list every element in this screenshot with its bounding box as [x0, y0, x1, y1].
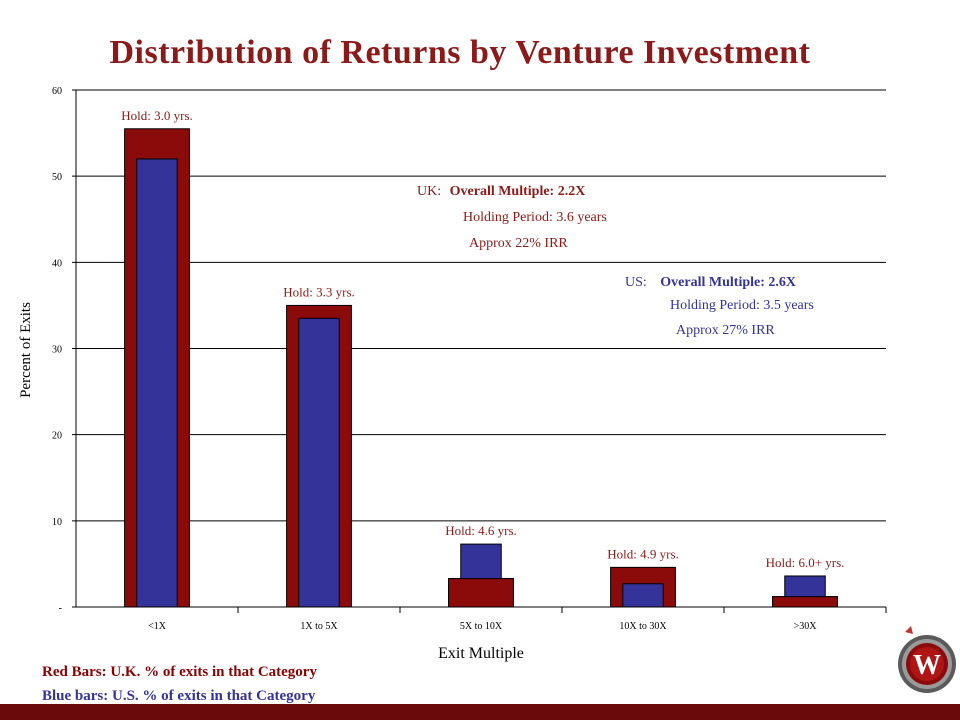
y-tick-label: 30 [52, 345, 62, 356]
svg-text:UK: Overall Multiple: 2.: UK: Overall Multiple: 2.2X [417, 184, 585, 199]
us-holding-period: Holding Period: 3.5 years [670, 298, 814, 313]
svg-text:US: Overall Multiple: 2.: US: Overall Multiple: 2.6X [625, 275, 796, 290]
x-tick-label: >30X [794, 621, 818, 632]
w-shield-logo-icon: W [898, 626, 956, 693]
y-axis-label: Percent of Exits [18, 302, 34, 398]
annotations-layer: UK: Overall Multiple: 2.2X Holding Perio… [417, 184, 814, 338]
uk-annotation-prefix: UK: [417, 184, 441, 199]
bar-uk-front-2 [448, 578, 514, 608]
uk-irr: Approx 22% IRR [469, 236, 568, 251]
legend-uk-red-bars: Red Bars: U.K. % of exits in that Catego… [42, 664, 317, 680]
grid-layer [72, 89, 887, 613]
footer-bar [0, 704, 960, 720]
hold-label: Hold: 6.0+ yrs. [766, 555, 845, 570]
bar-us-1 [298, 317, 340, 608]
hold-label: Hold: 3.3 yrs. [283, 284, 355, 299]
x-tick-label: <1X [148, 621, 167, 632]
y-tick-label: 20 [52, 431, 62, 442]
us-overall-multiple: Overall Multiple: 2.6X [660, 275, 796, 290]
logo-letter: W [913, 650, 941, 681]
y-tick-label: - [59, 603, 62, 614]
hold-label: Hold: 3.0 yrs. [121, 108, 193, 123]
us-irr: Approx 27% IRR [676, 323, 775, 338]
labels-layer: - 10 20 30 40 50 60 <1X Hold: 3.0 yrs. 1X to 5X Ho… [52, 86, 844, 632]
y-tick-label: 40 [52, 258, 62, 269]
uk-overall-multiple: Overall Multiple: 2.2X [450, 184, 586, 199]
uk-holding-period: Holding Period: 3.6 years [463, 210, 607, 225]
y-tick-label: 50 [52, 172, 62, 183]
x-tick-label: 5X to 10X [460, 621, 503, 632]
legend-us-blue-bars: Blue bars: U.S. % of exits in that Categ… [42, 688, 316, 704]
bar-us-3 [622, 583, 664, 608]
bars-layer [124, 128, 838, 608]
us-annotation-prefix: US: [625, 275, 647, 290]
y-tick-label: 60 [52, 86, 62, 97]
bar-us-0 [136, 158, 178, 608]
x-tick-label: 10X to 30X [619, 621, 667, 632]
hold-label: Hold: 4.9 yrs. [607, 546, 679, 561]
x-tick-label: 1X to 5X [300, 621, 338, 632]
x-axis-label: Exit Multiple [438, 645, 524, 662]
hold-label: Hold: 4.6 yrs. [445, 523, 517, 538]
bar-uk-front-4 [772, 596, 838, 608]
chart-title: Distribution of Returns by Venture Inves… [109, 34, 811, 71]
y-tick-label: 10 [52, 517, 62, 528]
